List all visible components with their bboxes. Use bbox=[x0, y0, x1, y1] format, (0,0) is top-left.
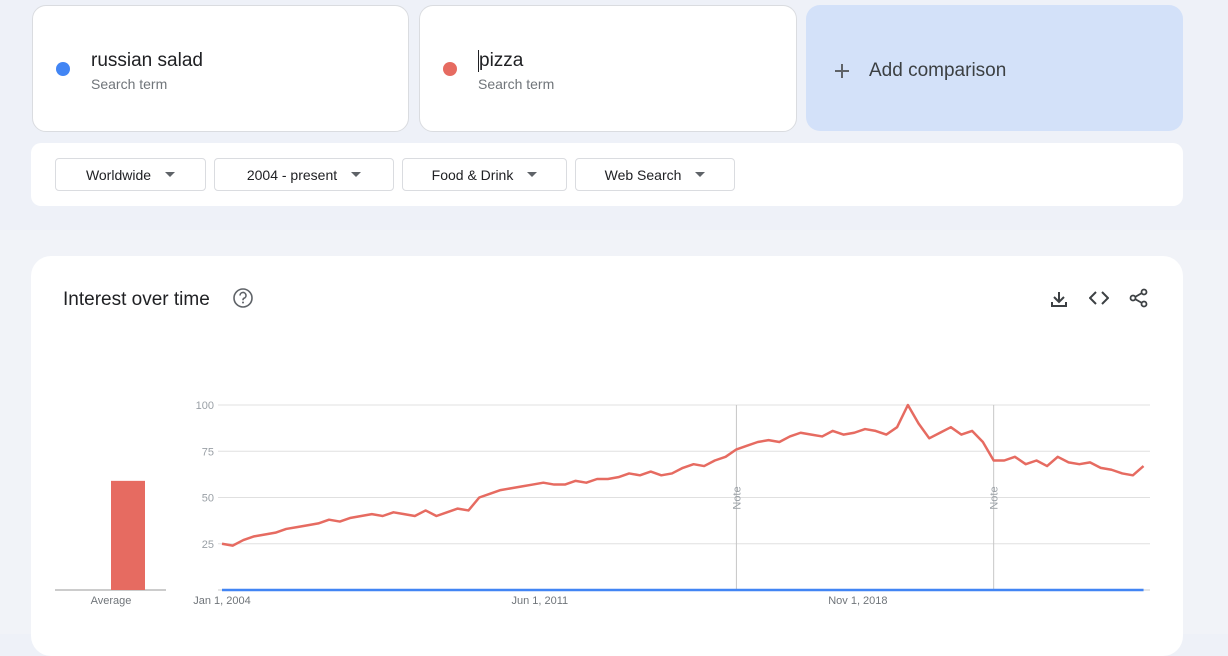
term-card[interactable]: russian salad Search term bbox=[32, 5, 409, 132]
term: russian salad bbox=[91, 50, 203, 71]
add-comparison-label: Add comparison bbox=[869, 60, 1007, 81]
plus-icon bbox=[835, 64, 849, 78]
filter[interactable]: 2004 - present bbox=[214, 158, 394, 191]
term: pizza bbox=[478, 50, 524, 72]
panel-title: Interest over time bbox=[63, 289, 210, 310]
y-tick-label: 75 bbox=[202, 446, 214, 458]
term-card[interactable]: pizza Search term bbox=[419, 5, 797, 132]
y-tick-label: 50 bbox=[202, 493, 214, 505]
page: russian salad Search term pizza Search t… bbox=[31, 5, 1183, 656]
chart: 25 50 75 100 Jan 1, 2004 Jun 1, 2011 Nov 1, 20… bbox=[55, 400, 1150, 607]
average-label: Average bbox=[91, 595, 132, 607]
term-subtitle: Search term bbox=[91, 76, 168, 92]
series-line bbox=[221, 403, 1145, 547]
y-tick-label: 25 bbox=[202, 539, 214, 551]
term-color bbox=[56, 62, 70, 76]
y-tick-label: 100 bbox=[196, 400, 214, 412]
help-icon[interactable] bbox=[232, 287, 254, 309]
embed-icon[interactable] bbox=[1089, 289, 1109, 307]
note-label: Note bbox=[989, 486, 1001, 509]
x-tick-label: Jan 1, 2004 bbox=[193, 595, 251, 607]
filter-label: Worldwide bbox=[85, 166, 152, 183]
term-subtitle: Search term bbox=[478, 76, 555, 92]
filter[interactable]: Food & Drink bbox=[402, 158, 567, 191]
filter[interactable]: Worldwide bbox=[55, 158, 206, 191]
average-bar bbox=[111, 480, 145, 590]
add-comparison[interactable]: Add comparison bbox=[806, 5, 1183, 131]
download-icon[interactable] bbox=[1049, 289, 1069, 309]
filter-label: Web Search bbox=[604, 166, 682, 183]
filter-label: 2004 - present bbox=[246, 166, 338, 183]
filter[interactable]: Web Search bbox=[575, 158, 735, 191]
term-color bbox=[443, 62, 457, 76]
filter-label: Food & Drink bbox=[431, 166, 514, 183]
note-label: Note bbox=[731, 486, 743, 509]
x-tick-label: Jun 1, 2011 bbox=[511, 595, 568, 607]
share-icon[interactable] bbox=[1129, 288, 1149, 308]
x-tick-label: Nov 1, 2018 bbox=[828, 595, 887, 607]
